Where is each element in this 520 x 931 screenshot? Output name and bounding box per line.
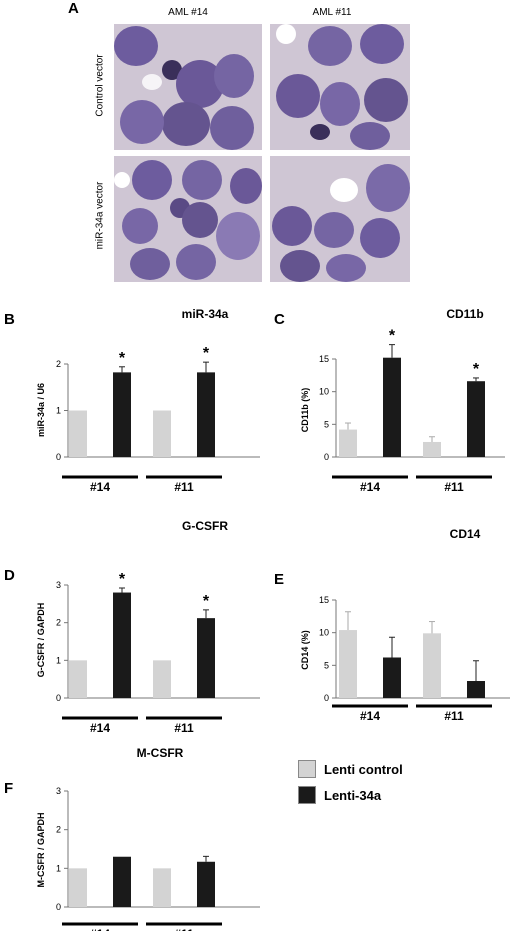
y-tick-label: 3 [56,786,61,796]
y-tick-label: 0 [324,693,329,703]
group-label: #11 [174,927,194,931]
legend: Lenti control Lenti-34a [298,756,403,808]
y-tick-label: 10 [319,628,329,638]
row-label-control: Control vector [94,54,106,117]
group-label: #11 [444,480,464,494]
row-label-mir34a: miR-34a vector [94,181,106,250]
bar-#11-control [153,410,171,457]
group-label: #11 [444,709,464,723]
bar-#11-control [423,633,441,698]
panel-letter: B [4,311,15,328]
bar-#11-treated [197,618,215,698]
micrograph-mir34a-aml14 [114,156,262,282]
y-tick-label: 1 [56,655,61,665]
legend-item-control: Lenti control [298,756,403,782]
col-label-aml14: AML #14 [168,7,208,18]
significance-marker: * [119,350,126,367]
significance-marker: * [473,361,480,378]
legend-item-treated: Lenti-34a [298,782,403,808]
bar-#14-treated [113,592,131,698]
chart-title: CD14 [450,527,481,541]
bar-#14-treated [113,856,131,907]
y-tick-label: 15 [319,595,329,605]
bar-#11-treated [197,372,215,457]
y-tick-label: 2 [56,359,61,369]
significance-marker: * [389,328,396,345]
bar-#14-control [69,660,87,698]
bar-#11-treated [197,861,215,907]
panel-letter: F [4,780,13,797]
group-label: #14 [360,709,380,723]
chart-gcsfr: D G-CSFR G-CSFR / GAPDH 0 1 2 3 #14 #11 * * [4,520,260,735]
bar-#14-treated [113,372,131,457]
bar-#14-control [69,868,87,907]
y-tick-label: 2 [56,618,61,628]
group-label: #14 [90,480,110,494]
y-tick-label: 0 [56,902,61,912]
y-tick-label: 15 [319,354,329,364]
y-tick-label: 10 [319,387,329,397]
y-tick-label: 0 [56,452,61,462]
y-tick-label: 1 [56,863,61,873]
y-tick-label: 0 [324,452,329,462]
chart-cd14: E CD14 CD14 (%) 0 5 10 15 #14 #11 [274,527,510,723]
bar-#11-control [153,868,171,907]
bar-#14-control [339,429,357,457]
y-tick-label: 3 [56,580,61,590]
group-label: #14 [90,927,110,931]
group-label: #11 [174,480,194,494]
chart-mcsfr: F M-CSFR M-CSFR / GAPDH 0 1 2 3 #14 #11 [4,746,260,931]
bar-#14-treated [383,657,401,698]
micrograph-control-aml14 [114,24,262,150]
bar-#11-treated [467,681,485,698]
bar-#11-treated [467,381,485,457]
y-tick-label: 0 [56,693,61,703]
y-tick-label: 1 [56,406,61,416]
panel-a-letter: A [68,0,79,17]
bar-#11-control [153,660,171,698]
y-axis-label: miR-34a / U6 [36,383,46,437]
chart-title: CD11b [446,307,483,321]
bar-#14-control [69,410,87,457]
legend-swatch-treated [298,786,316,804]
panel-letter: E [274,571,284,588]
micrograph-control-aml11 [270,24,410,150]
chart-title: G-CSFR [182,520,228,533]
col-label-aml11: AML #11 [312,7,352,18]
y-tick-label: 2 [56,825,61,835]
y-axis-label: G-CSFR / GAPDH [36,603,46,678]
chart-title: M-CSFR [137,746,184,760]
y-axis-label: CD11b (%) [300,388,310,433]
legend-label-treated: Lenti-34a [324,787,382,803]
bar-#14-control [339,630,357,698]
group-label: #11 [174,721,194,735]
bar-#11-control [423,441,441,457]
group-label: #14 [90,721,110,735]
panel-letter: C [274,311,285,328]
micrograph-mir34a-aml11 [270,156,410,282]
y-axis-label: CD14 (%) [300,630,310,670]
y-axis-label: M-CSFR / GAPDH [36,813,46,888]
chart-title: miR-34a [182,307,229,321]
significance-marker: * [203,345,210,362]
bar-#14-treated [383,357,401,457]
panel-letter: D [4,567,15,584]
y-tick-label: 5 [324,419,329,429]
legend-swatch-control [298,760,316,778]
y-tick-label: 5 [324,660,329,670]
legend-label-control: Lenti control [324,761,403,777]
group-label: #14 [360,480,380,494]
significance-marker: * [119,571,126,588]
chart-cd11b: C CD11b CD11b (%) 0 5 10 15 #14 #11 * * [274,307,505,494]
significance-marker: * [203,593,210,610]
